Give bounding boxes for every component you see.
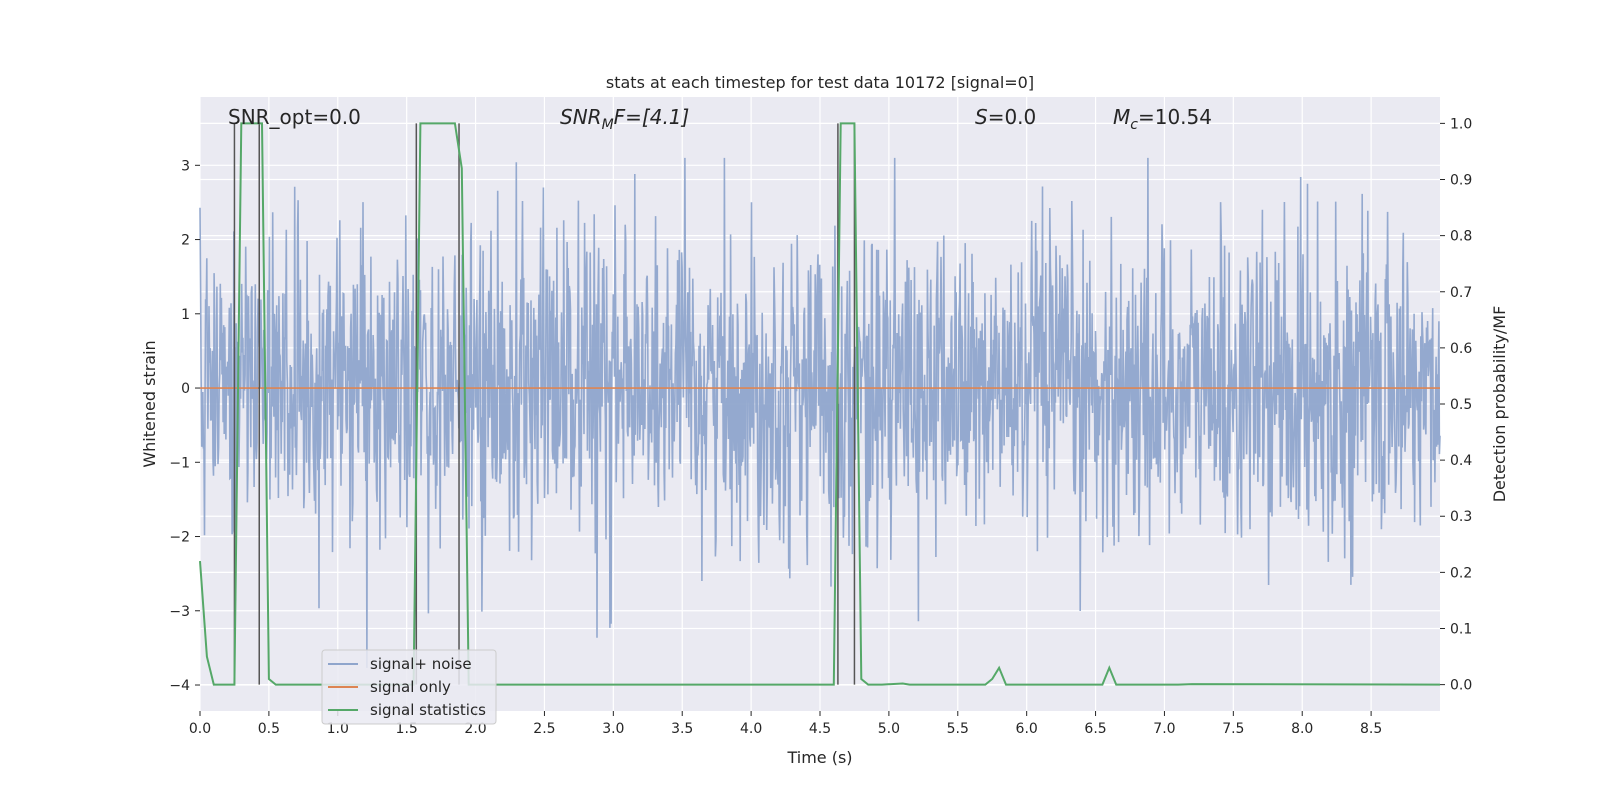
annotation-s-prefix: S bbox=[975, 105, 988, 129]
legend-label-stats: signal statistics bbox=[370, 701, 486, 719]
legend-label-noise: signal+ noise bbox=[370, 655, 472, 673]
legend-box bbox=[321, 649, 497, 725]
y-tick-label: 2 bbox=[181, 233, 190, 249]
x-tick-label: 2.0 bbox=[464, 721, 486, 737]
x-tick-label: 4.5 bbox=[809, 721, 831, 737]
axis-ticks: 0.0 0.5 1.0 1.5 2.0 2.5 3.0 3.5 4.0 4.5 5.0 5.5 6.0 6… bbox=[169, 116, 1472, 737]
x-tick-label: 3.5 bbox=[671, 721, 693, 737]
annotation-s-stat: S=0.0 bbox=[975, 105, 1036, 129]
x-tick-label: 1.5 bbox=[396, 721, 418, 737]
y2-tick-label: 0.7 bbox=[1450, 285, 1472, 301]
y-tick-label: −1 bbox=[169, 455, 190, 471]
y-tick-label: 1 bbox=[181, 307, 190, 323]
y2-tick-label: 0.0 bbox=[1450, 678, 1472, 694]
y2-tick-label: 0.1 bbox=[1450, 621, 1472, 637]
y-tick-label: 0 bbox=[181, 381, 190, 397]
y2-tick-label: 0.9 bbox=[1450, 173, 1472, 189]
annotation-chirp-mass: Mc=10.54 bbox=[1113, 105, 1212, 133]
annotation-mc-suffix: =10.54 bbox=[1138, 105, 1212, 129]
y2-tick-label: 0.5 bbox=[1450, 397, 1472, 413]
y-tick-label: −4 bbox=[169, 678, 190, 694]
y2-tick-label: 0.2 bbox=[1450, 565, 1472, 581]
legend-label-signal-only: signal only bbox=[370, 678, 451, 696]
x-tick-label: 6.5 bbox=[1084, 721, 1106, 737]
chart-title: stats at each timestep for test data 101… bbox=[606, 73, 1034, 92]
noise-line bbox=[199, 157, 1441, 668]
x-tick-label: 0.5 bbox=[258, 721, 280, 737]
annotation-snr-opt: SNR_opt=0.0 bbox=[228, 105, 361, 129]
annotation-s-suffix: =0.0 bbox=[988, 105, 1037, 129]
series-signal-plus-noise bbox=[199, 157, 1441, 668]
annotation-snr-mf-prefix: SNR bbox=[560, 105, 602, 129]
y2-tick-label: 1.0 bbox=[1450, 116, 1472, 132]
annotation-snr-mf: SNRMF=[4.1] bbox=[560, 105, 689, 133]
y2-tick-label: 0.4 bbox=[1450, 453, 1472, 469]
x-tick-label: 4.0 bbox=[740, 721, 762, 737]
annotation-snr-mf-sub: M bbox=[602, 117, 614, 133]
y2-tick-label: 0.3 bbox=[1450, 509, 1472, 525]
y2-tick-label: 0.6 bbox=[1450, 341, 1472, 357]
x-tick-label: 3.0 bbox=[602, 721, 624, 737]
y2-tick-label: 0.8 bbox=[1450, 229, 1472, 245]
annotation-snr-mf-suffix: F=[4.1] bbox=[614, 105, 690, 129]
x-tick-label: 1.0 bbox=[327, 721, 349, 737]
x-tick-label: 7.0 bbox=[1153, 721, 1175, 737]
legend: signal+ noise signal only signal statist… bbox=[321, 649, 497, 725]
y-tick-label: 3 bbox=[181, 158, 190, 174]
y-tick-label: −3 bbox=[169, 604, 190, 620]
x-tick-label: 5.0 bbox=[878, 721, 900, 737]
y-tick-label: −2 bbox=[169, 530, 190, 546]
x-tick-label: 8.5 bbox=[1360, 721, 1382, 737]
x-tick-label: 6.0 bbox=[1016, 721, 1038, 737]
x-tick-label: 5.5 bbox=[947, 721, 969, 737]
y-axis-label: Whitened strain bbox=[140, 340, 159, 467]
x-tick-label: 2.5 bbox=[533, 721, 555, 737]
x-axis-label: Time (s) bbox=[786, 748, 852, 767]
x-tick-label: 8.0 bbox=[1291, 721, 1313, 737]
annotation-mc-prefix: M bbox=[1113, 105, 1130, 129]
x-tick-label: 0.0 bbox=[189, 721, 211, 737]
series-signal-statistics bbox=[199, 122, 1441, 686]
y2-axis-label: Detection probability/MF bbox=[1490, 306, 1509, 503]
x-tick-label: 7.5 bbox=[1222, 721, 1244, 737]
annotation-mc-sub: c bbox=[1130, 117, 1138, 133]
stats-line bbox=[199, 122, 1441, 686]
